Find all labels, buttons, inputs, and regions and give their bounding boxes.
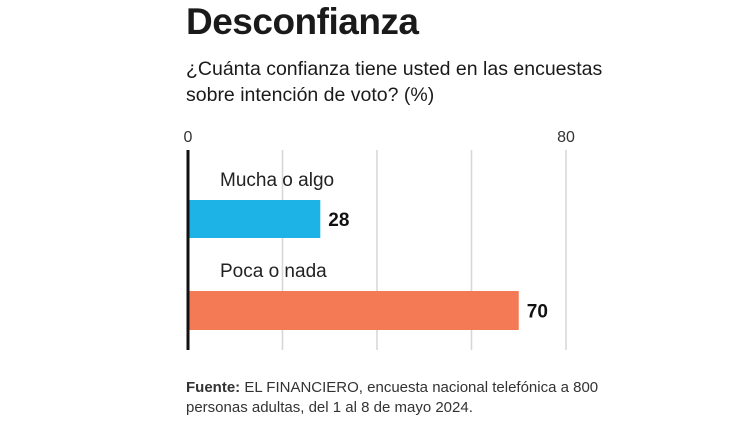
category-label: Mucha o algo — [220, 170, 334, 191]
x-tick-label: 80 — [557, 129, 575, 146]
chart-title: Desconfianza — [186, 1, 419, 42]
bar — [188, 200, 321, 238]
data-label: 70 — [527, 302, 548, 323]
bar — [188, 291, 519, 330]
x-tick-label: 0 — [184, 129, 193, 146]
chart-subtitle: ¿Cuánta confianza tiene usted en las enc… — [186, 58, 603, 106]
source-text: EL FINANCIERO, encuesta nacional telefón… — [186, 379, 599, 416]
source-note: Fuente: EL FINANCIERO, encuesta nacional… — [186, 378, 606, 418]
data-label: 28 — [328, 210, 349, 231]
category-label: Poca o nada — [220, 261, 327, 282]
source-label: Fuente: — [186, 379, 241, 396]
